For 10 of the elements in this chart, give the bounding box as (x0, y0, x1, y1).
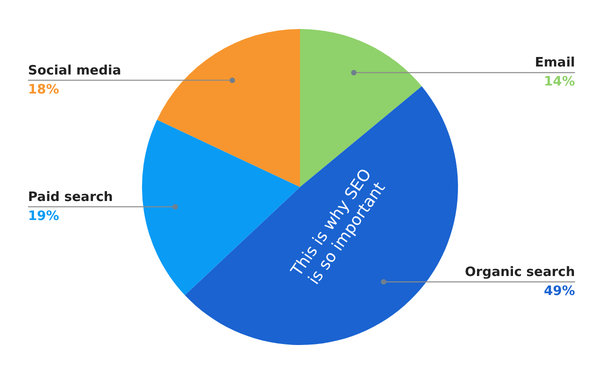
data-label: 49% (544, 284, 575, 299)
data-label: 14% (544, 74, 575, 90)
slice-label: Social media (28, 63, 122, 78)
data-label: 19% (28, 208, 60, 224)
slice-label: Paid search (28, 190, 113, 205)
slice-label: Organic search (464, 264, 575, 280)
pie-slice (184, 86, 458, 345)
slice-label: Email (534, 56, 575, 71)
pie-slice (157, 29, 300, 187)
data-label: 18% (28, 82, 60, 98)
